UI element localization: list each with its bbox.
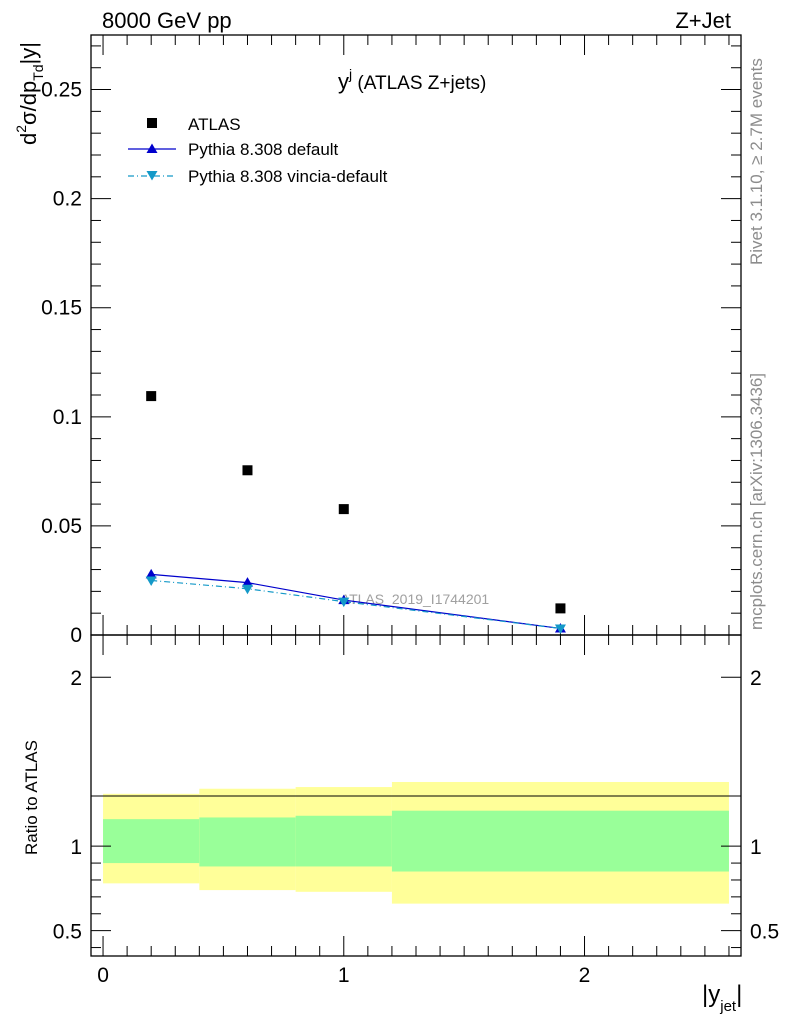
main-y-tick-label: 0.2 [53,188,82,211]
plot-title-suffix: (ATLAS Z+jets) [352,73,486,94]
atlas-data-point [555,603,566,614]
ratio-y-tick-label: 0.5 [53,921,82,944]
pythia-default-point [241,577,253,587]
legend-vincia-label: Pythia 8.308 vincia-default [188,167,388,186]
main-y-tick-label: 0.25 [41,79,82,102]
ratio-y-axis-label: Ratio to ATLAS [22,740,41,855]
ratio-y-tick-label-right: 0.5 [750,921,779,944]
pythia-vincia-point [145,576,157,586]
ratio-band-inner [199,817,296,867]
pythia-vincia-point [554,624,566,634]
main-panel: 0 0.05 0.1 0.15 0.2 0.25 [41,34,742,647]
pythia-vincia-point [338,597,350,608]
main-series [145,391,566,634]
ratio-y-tick-label-right: 2 [750,667,762,690]
x-label-main: |y [702,981,720,1008]
atlas-data-point [338,504,349,515]
x-tick-label: 0 [97,964,109,987]
rivet-label: Rivet 3.1.10, ≥ 2.7M events [747,58,766,265]
x-axis-label: |yjet| [702,981,742,1015]
y-label-prefix: d [16,133,41,145]
ratio-frame [90,634,742,957]
legend-vincia-marker [146,171,158,181]
y-label-suffix: |y| [16,42,41,64]
ratio-y-tick-label: 1 [70,836,82,859]
legend-default-marker [146,143,158,153]
plot-title-superscript: j [348,66,352,82]
plot-title: yj (ATLAS Z+jets) [338,66,486,94]
pythia-default-point [145,568,157,579]
x-label-sub: jet [719,998,737,1015]
ratio-y-tick-label: 2 [70,667,82,690]
main-y-tick-label: 0 [70,624,82,647]
legend: ATLAS Pythia 8.308 default Pythia 8.308 … [128,115,388,186]
analysis-watermark: ATLAS_2019_I1744201 [341,591,490,607]
legend-atlas-label: ATLAS [188,115,241,134]
main-y-axis-label: d2σ/dpTd|y| [13,42,46,145]
mcplots-label: mcplots.cern.ch [arXiv:1306.3436] [747,373,766,630]
atlas-data-point [146,391,157,402]
legend-atlas-marker [147,118,157,128]
y-label-sigma: σ/dp [16,81,41,125]
pythia-default-line [151,573,561,630]
main-y-tick-label: 0.05 [41,515,82,538]
main-y-tick-label: 0.1 [53,406,82,429]
legend-default-label: Pythia 8.308 default [188,140,339,159]
ratio-y-tick-label-right: 1 [750,836,762,859]
plot-title-main: y [338,69,349,94]
main-axis-ticks: 0 0.05 0.1 0.15 0.2 0.25 [41,35,741,647]
ratio-panel: 0 1 2 0.5 0.5 1 1 2 2 [53,634,779,987]
main-y-tick-label: 0.15 [41,297,82,320]
x-tick-label: 2 [579,964,591,987]
ratio-band-inner [391,810,729,872]
ratio-band-inner [295,815,392,867]
process-label: Z+Jet [675,8,731,33]
x-tick-label: 1 [338,964,350,987]
pythia-vincia-point [241,584,253,595]
y-label-sub: Td [30,64,46,80]
y-label-sup: 2 [13,125,29,133]
ratio-band-inner [103,819,200,864]
x-label-close: | [736,981,742,1008]
energy-label: 8000 GeV pp [102,8,232,33]
ratio-bands [103,781,729,904]
ratio-axis-ticks: 0 1 2 0.5 0.5 1 1 2 2 [53,635,779,987]
atlas-data-point [242,465,253,476]
pythia-vincia-line [151,579,561,630]
